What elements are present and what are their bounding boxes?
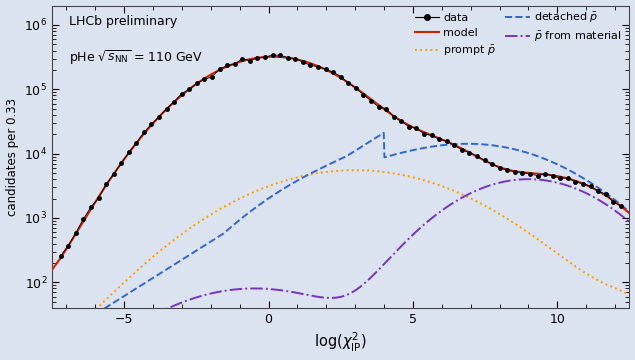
- Text: pHe $\sqrt{s_{\mathrm{NN}}}$ = 110 GeV: pHe $\sqrt{s_{\mathrm{NN}}}$ = 110 GeV: [69, 48, 203, 67]
- X-axis label: $\log(\chi^2_{\mathrm{IP}})$: $\log(\chi^2_{\mathrm{IP}})$: [314, 331, 367, 355]
- Text: LHCb preliminary: LHCb preliminary: [69, 15, 178, 28]
- Y-axis label: candidates per 0.33: candidates per 0.33: [6, 98, 18, 216]
- Legend: data, model, prompt $\bar{p}$, detached $\bar{p}$, $\bar{p}$ from material: data, model, prompt $\bar{p}$, detached …: [412, 8, 624, 60]
